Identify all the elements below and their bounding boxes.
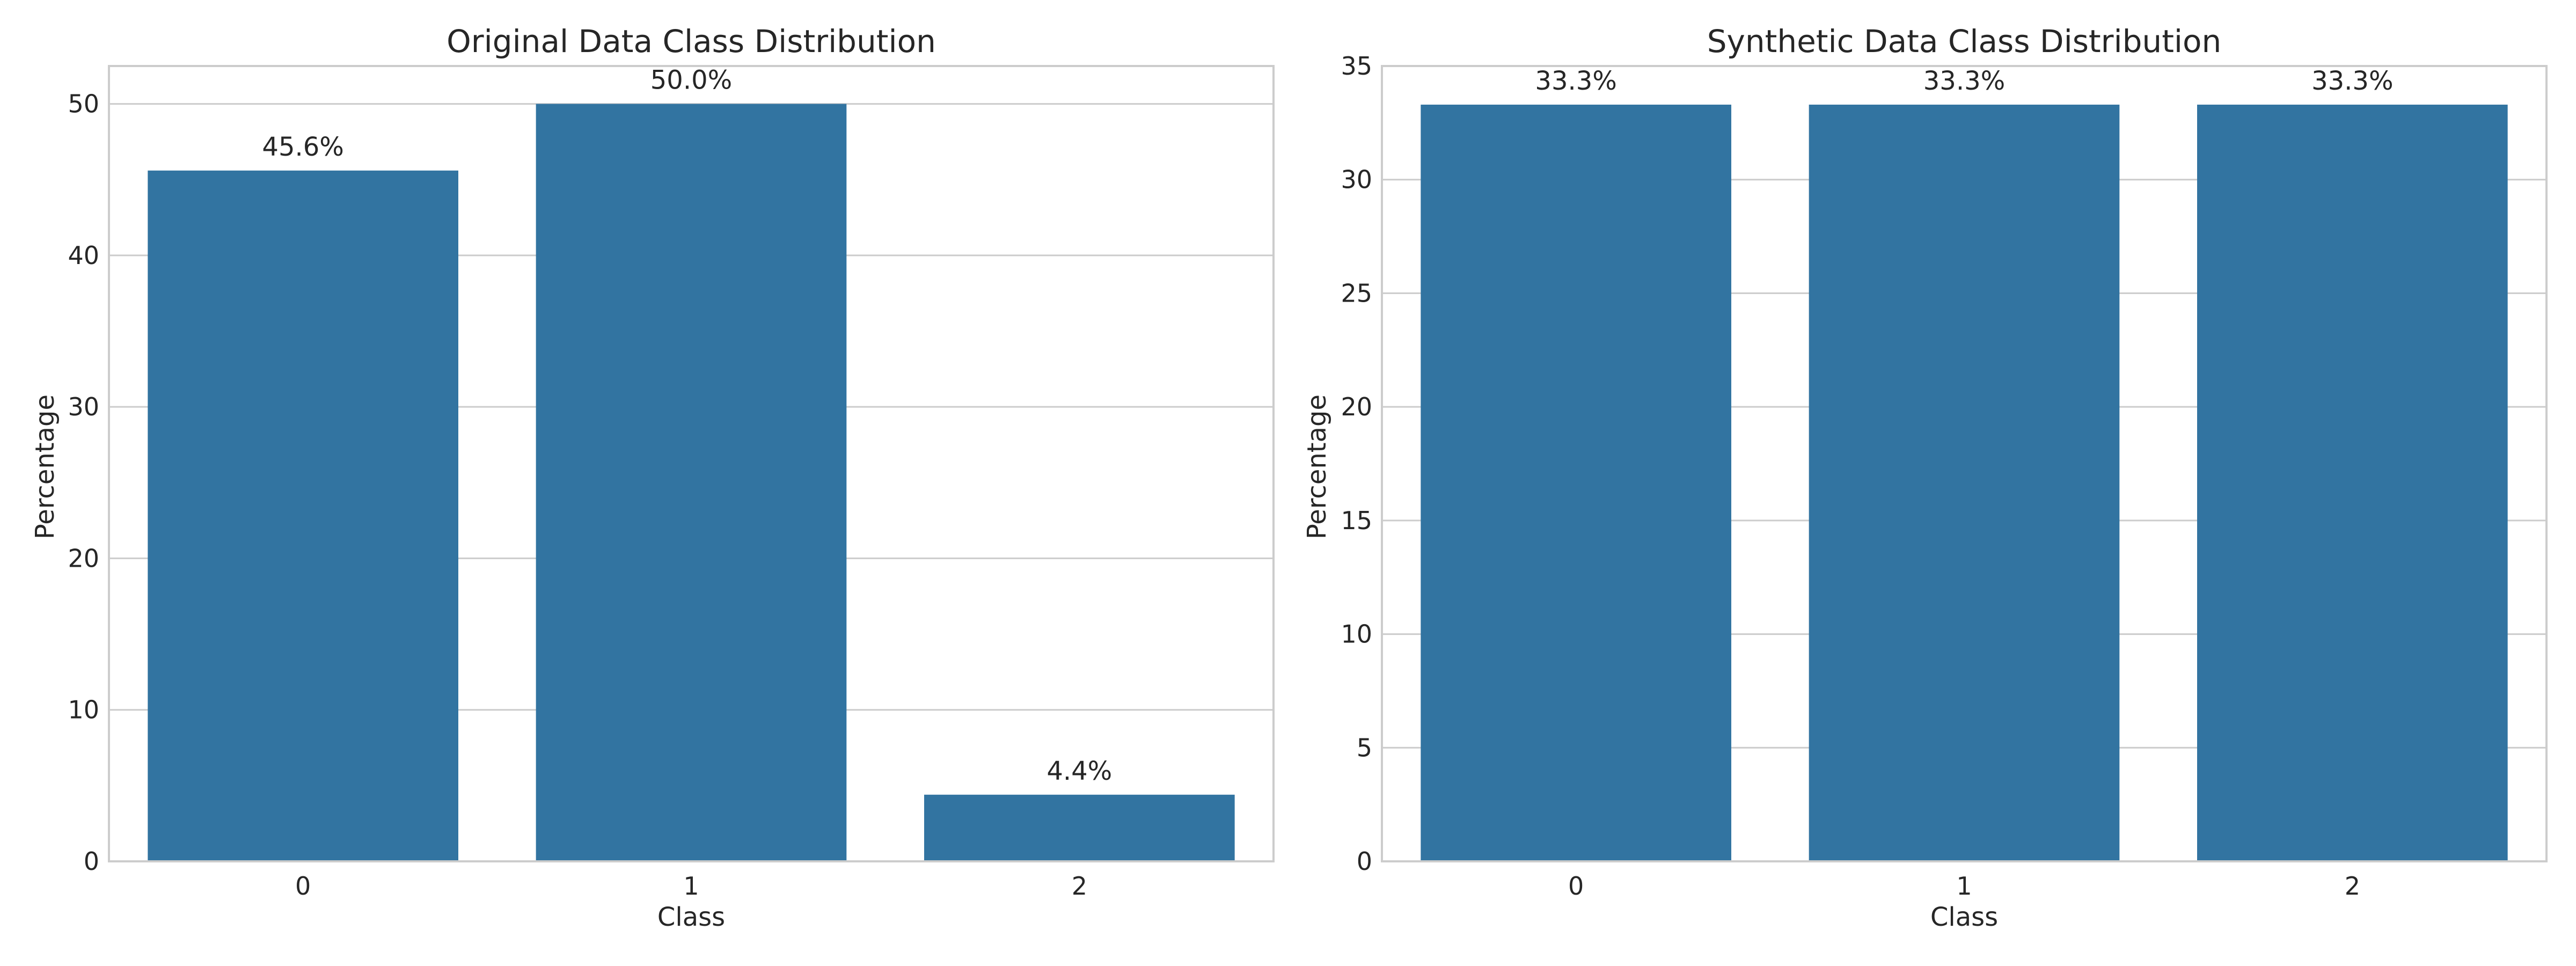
plot-frame <box>108 65 1275 862</box>
y-tick-label: 10 <box>1341 620 1372 649</box>
bar-value-label: 33.3% <box>1535 66 1616 96</box>
bar-value-label: 50.0% <box>650 65 732 96</box>
chart-title: Synthetic Data Class Distribution <box>1707 23 2222 60</box>
x-tick-label: 1 <box>1956 872 1972 901</box>
bar-class-1 <box>536 104 847 862</box>
bar-class-2 <box>2197 104 2508 861</box>
bar-class-0 <box>148 170 458 862</box>
x-tick-label: 0 <box>1568 872 1584 901</box>
plot-frame <box>1381 65 2548 862</box>
y-tick-label: 50 <box>68 90 99 119</box>
synthetic-distribution-chart: Synthetic Data Class Distribution Class … <box>1302 23 2548 932</box>
x-tick-label: 2 <box>1072 872 1087 901</box>
bar-value-label: 4.4% <box>1046 756 1112 786</box>
x-tick-label: 2 <box>2345 872 2360 901</box>
x-tick-label: 0 <box>295 872 311 901</box>
y-tick-label: 35 <box>1341 52 1372 80</box>
y-axis-label: Percentage <box>1302 394 1332 539</box>
y-tick-label: 0 <box>1357 847 1372 876</box>
bar-value-label: 33.3% <box>1923 66 2005 96</box>
original-distribution-chart: Original Data Class Distribution Class P… <box>30 23 1275 932</box>
x-tick-label: 1 <box>683 872 699 901</box>
y-tick-label: 40 <box>68 241 99 270</box>
y-tick-label: 0 <box>84 847 99 876</box>
x-axis-label: Class <box>1930 902 1998 932</box>
y-tick-label: 30 <box>68 392 99 421</box>
y-tick-label: 10 <box>68 696 99 724</box>
y-tick-label: 20 <box>1341 392 1372 421</box>
y-tick-label: 15 <box>1341 506 1372 535</box>
bar-class-0 <box>1421 104 1731 861</box>
y-tick-label: 30 <box>1341 165 1372 194</box>
y-axis-label: Percentage <box>30 394 60 539</box>
bar-value-label: 45.6% <box>262 132 343 162</box>
bar-class-1 <box>1809 104 2120 861</box>
bar-class-2 <box>924 794 1235 861</box>
chart-title: Original Data Class Distribution <box>447 23 936 60</box>
y-tick-label: 25 <box>1341 279 1372 308</box>
bar-value-label: 33.3% <box>2311 66 2393 96</box>
y-tick-label: 20 <box>68 544 99 573</box>
x-axis-label: Class <box>657 902 725 932</box>
y-tick-label: 5 <box>1357 733 1372 762</box>
